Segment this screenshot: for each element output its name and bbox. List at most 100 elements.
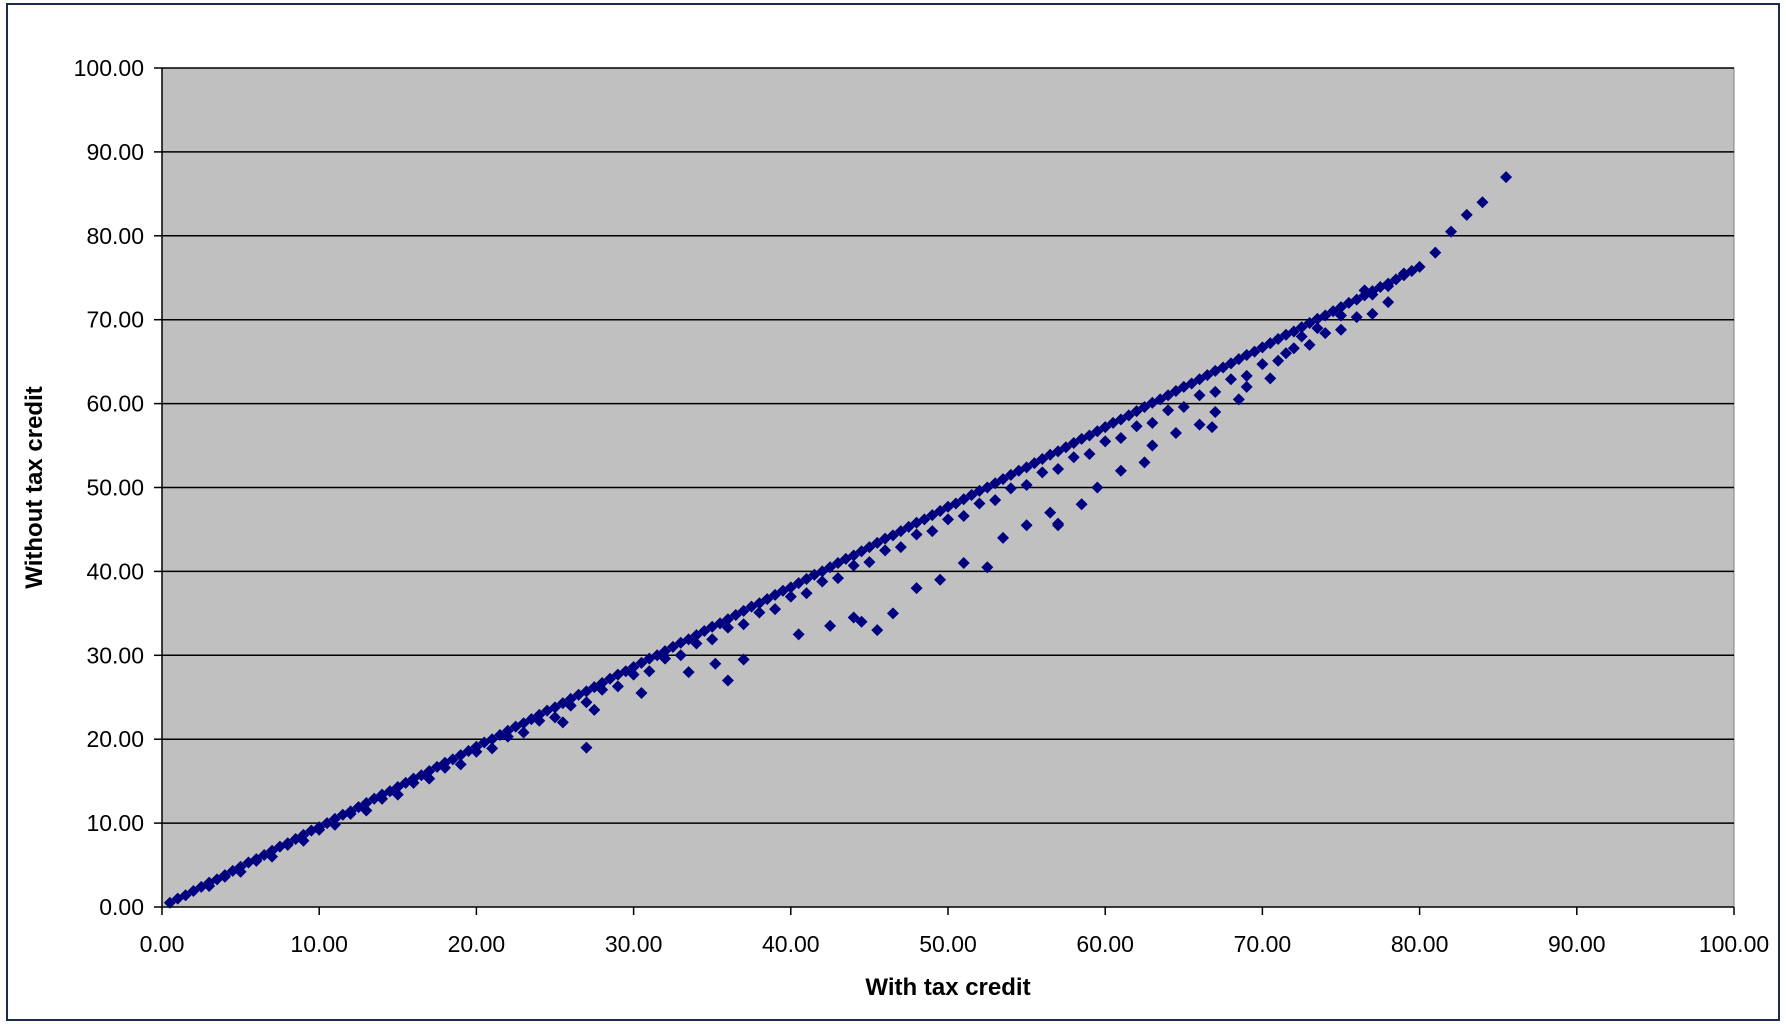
axes	[154, 67, 1735, 915]
data-point	[391, 781, 404, 794]
data-point	[1350, 311, 1363, 324]
data-point	[1146, 416, 1159, 429]
data-point	[203, 880, 216, 893]
data-point	[1335, 301, 1347, 314]
data-point	[588, 703, 601, 716]
data-point	[493, 729, 506, 742]
data-point	[1476, 196, 1489, 209]
y-tick-label: 0.00	[99, 894, 144, 920]
data-point	[1083, 447, 1096, 460]
data-point	[1052, 517, 1065, 530]
data-point	[1240, 380, 1253, 393]
data-point	[847, 559, 860, 572]
data-point	[564, 699, 577, 712]
data-point	[855, 545, 868, 558]
data-point	[627, 668, 640, 681]
data-point	[1390, 273, 1403, 286]
data-point	[399, 776, 412, 789]
data-point	[863, 556, 876, 569]
data-point	[1114, 464, 1127, 477]
data-point	[1114, 413, 1127, 426]
data-point	[737, 604, 750, 617]
data-point	[549, 701, 561, 714]
data-point	[753, 597, 766, 610]
data-point	[957, 510, 970, 523]
data-point	[1224, 357, 1237, 370]
data-point	[1067, 451, 1080, 464]
data-point	[1052, 445, 1065, 458]
data-point	[1075, 498, 1088, 511]
data-point	[1279, 347, 1292, 360]
data-point	[580, 685, 593, 698]
data-point	[470, 745, 483, 758]
data-point	[423, 765, 436, 778]
data-point	[1327, 305, 1340, 318]
data-point	[1232, 393, 1245, 406]
data-point	[666, 640, 679, 653]
data-point	[902, 520, 915, 533]
data-point	[258, 848, 271, 861]
data-point	[769, 588, 782, 601]
data-point	[1295, 330, 1308, 343]
data-point	[1083, 429, 1096, 442]
data-point	[1272, 354, 1285, 367]
data-point	[737, 618, 750, 631]
data-point	[1099, 435, 1112, 448]
x-tick-label: 100.00	[1699, 931, 1769, 957]
data-point	[1311, 322, 1324, 335]
x-tick-label: 90.00	[1548, 931, 1606, 957]
data-point	[1264, 337, 1277, 350]
data-point	[179, 889, 192, 902]
y-tick-label: 50.00	[86, 475, 144, 501]
data-point	[659, 645, 672, 658]
data-point	[942, 513, 954, 526]
data-point	[1460, 208, 1473, 221]
data-point	[737, 653, 750, 666]
data-point	[163, 896, 176, 909]
data-point	[226, 864, 239, 877]
data-point	[1122, 409, 1135, 422]
data-point	[1091, 425, 1104, 438]
x-tick-label: 60.00	[1076, 931, 1134, 957]
x-tick-label: 40.00	[762, 931, 820, 957]
data-point	[674, 649, 687, 662]
data-point	[313, 823, 326, 836]
data-point	[525, 713, 538, 726]
data-point	[800, 572, 813, 585]
data-point	[1193, 418, 1206, 431]
data-point	[659, 652, 672, 665]
data-point	[1052, 463, 1065, 476]
data-point	[1358, 284, 1371, 297]
data-point	[1397, 267, 1410, 280]
data-point	[753, 606, 766, 619]
data-point	[1217, 361, 1230, 374]
data-point	[611, 680, 624, 693]
data-point	[1319, 309, 1332, 322]
data-point	[1091, 481, 1104, 494]
data-point	[1413, 260, 1426, 273]
data-point	[871, 536, 884, 549]
data-point	[1154, 393, 1167, 406]
data-point	[926, 509, 939, 522]
data-point	[517, 717, 530, 730]
x-tick-label: 0.00	[140, 931, 185, 957]
data-point	[1382, 296, 1395, 309]
data-point	[1287, 342, 1300, 355]
data-point	[596, 676, 609, 689]
data-point	[195, 880, 208, 893]
data-point	[1201, 369, 1214, 382]
data-point	[1272, 332, 1285, 345]
data-point	[218, 870, 231, 883]
data-point	[1177, 400, 1190, 413]
data-point	[1162, 389, 1175, 402]
data-point	[1209, 405, 1222, 418]
data-point	[957, 557, 970, 570]
data-point	[792, 628, 805, 641]
x-tick-labels: 0.00 10.00 20.00 30.00 40.00 50.00 60.00 70.00 8…	[140, 931, 1770, 957]
data-point	[344, 807, 357, 820]
data-point	[800, 587, 813, 600]
data-point	[1366, 288, 1379, 301]
data-point	[454, 758, 467, 771]
data-point	[886, 607, 899, 620]
